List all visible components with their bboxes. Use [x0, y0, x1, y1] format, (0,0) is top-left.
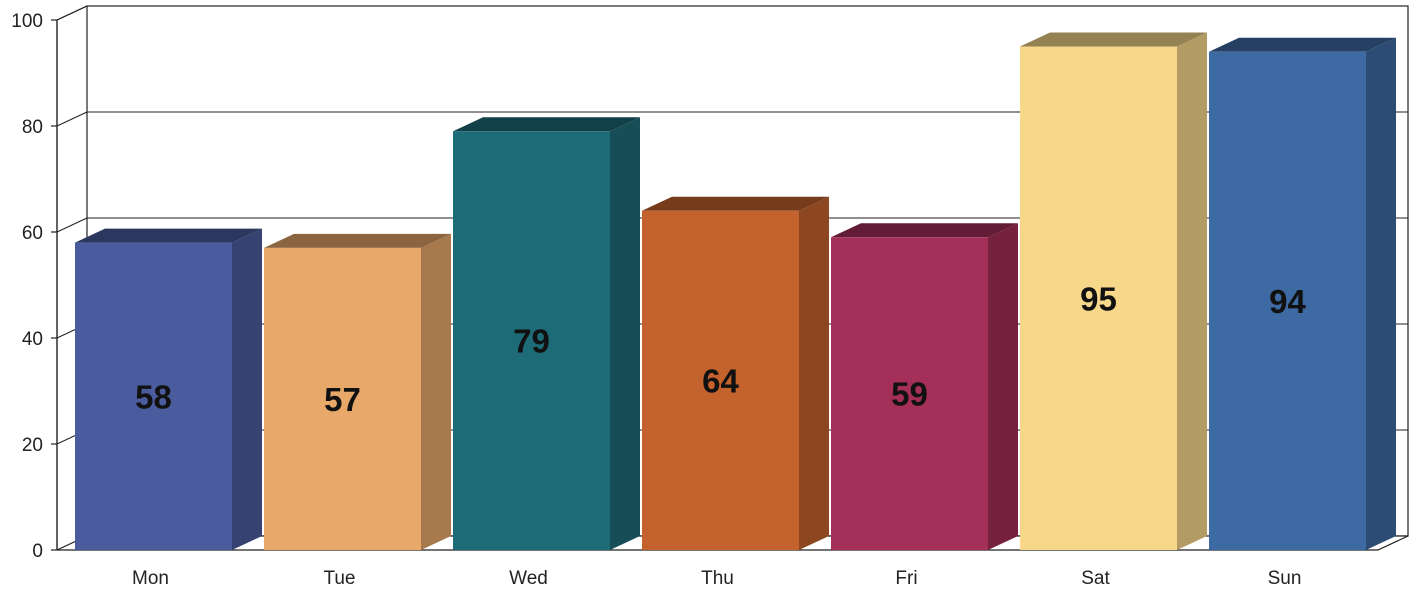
data-label: 57 — [324, 381, 361, 418]
x-tick-label: Fri — [895, 568, 917, 589]
x-tick-label: Sun — [1268, 568, 1302, 589]
gridline-diagonal — [56, 217, 88, 233]
bar-side — [1366, 37, 1396, 551]
bar-side — [988, 223, 1018, 551]
bars: 58 57 79 64 59 95 94 — [75, 32, 1396, 551]
bar-fri: 59 — [831, 223, 1018, 551]
bar-front — [831, 237, 988, 551]
bar-front — [642, 210, 799, 551]
bar-front — [1209, 51, 1366, 551]
bar-side — [232, 228, 262, 550]
data-label: 95 — [1080, 280, 1117, 317]
bar-front — [1020, 46, 1177, 550]
bar-front — [453, 131, 610, 551]
bar-tue: 57 — [264, 233, 451, 550]
y-axis-ticks: 0 20 40 60 80 100 — [11, 11, 57, 562]
bar-top — [1020, 32, 1207, 47]
bar-side — [1177, 32, 1207, 550]
x-tick-label: Tue — [323, 568, 355, 589]
bar-side — [421, 233, 451, 550]
bar-thu: 64 — [642, 196, 829, 551]
bar-front — [264, 247, 421, 550]
x-tick-label: Sat — [1081, 568, 1110, 589]
bar-side — [610, 117, 640, 551]
bar-top — [642, 196, 829, 211]
bar-wed: 79 — [453, 117, 640, 551]
data-label: 64 — [702, 362, 739, 399]
data-label: 58 — [135, 378, 172, 415]
bar-top — [75, 228, 262, 243]
gridline-diagonal — [56, 5, 88, 21]
y-tick-label: 80 — [22, 117, 43, 138]
data-label: 94 — [1269, 283, 1306, 320]
y-tick-label: 20 — [22, 435, 43, 456]
data-label: 59 — [891, 376, 928, 413]
gridline-diagonal — [56, 111, 88, 127]
y-tick-label: 40 — [22, 329, 43, 350]
y-tick-label: 100 — [11, 11, 43, 32]
y-tick-label: 0 — [32, 541, 43, 562]
bar-sat: 95 — [1020, 32, 1207, 550]
x-axis-labels: Mon Tue Wed Thu Fri Sat Sun — [132, 568, 1301, 589]
x-tick-label: Wed — [509, 568, 548, 589]
data-label: 79 — [513, 323, 550, 360]
bar-sun: 94 — [1209, 37, 1396, 551]
x-tick-label: Mon — [132, 568, 169, 589]
bar-mon: 58 — [75, 228, 262, 550]
y-tick-label: 60 — [22, 223, 43, 244]
bar-top — [1209, 37, 1396, 52]
x-tick-label: Thu — [701, 568, 734, 589]
bar-top — [264, 233, 451, 248]
bar-side — [799, 196, 829, 551]
bar-top — [831, 223, 1018, 238]
bar-top — [453, 117, 640, 132]
bar-front — [75, 242, 232, 550]
